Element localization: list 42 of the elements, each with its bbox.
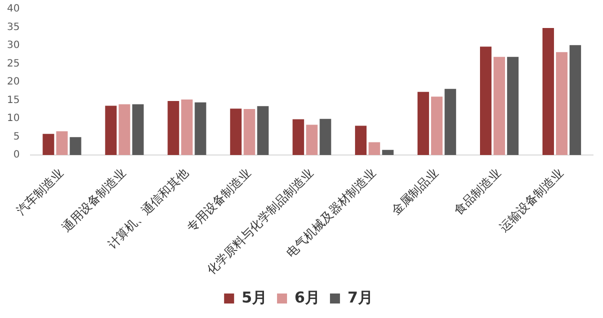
bar [244,109,256,155]
bar [56,131,68,155]
bar [42,134,54,155]
y-tick-label: 25 [6,58,20,70]
bar [444,88,456,155]
bar [368,142,380,155]
y-tick-label: 0 [13,150,20,161]
y-tick-label: 30 [6,40,20,52]
y-tick-label: 15 [6,94,20,106]
bar [257,106,269,155]
bar [570,45,582,155]
y-tick-label: 35 [6,22,20,33]
bar [230,108,242,155]
bar [105,106,117,155]
bar [306,124,318,155]
bar [494,56,506,155]
x-tick-label: 金属制品业 [388,166,442,218]
bar [382,150,394,155]
x-tick-label: 汽车制造业 [14,166,66,218]
bar [70,137,82,155]
bar [556,52,568,155]
bar [132,104,144,155]
bar [418,92,430,155]
bar [194,102,206,155]
legend-label: 6月 [294,288,320,306]
bar [320,118,332,155]
bar [542,28,554,155]
bar [168,100,180,155]
bar [507,56,519,155]
x-tick-label: 食品制造业 [451,166,504,218]
bar [355,126,367,155]
y-tick-label: 5 [13,131,20,142]
bar [118,104,130,155]
legend-label: 5月 [242,288,268,306]
y-tick-label: 40 [6,4,20,15]
bar [292,119,304,155]
bar [431,96,443,155]
y-tick-label: 10 [6,113,20,124]
bar [480,46,492,155]
bar [181,100,193,155]
y-tick-label: 20 [6,76,20,88]
legend-label: 7月 [347,288,373,306]
